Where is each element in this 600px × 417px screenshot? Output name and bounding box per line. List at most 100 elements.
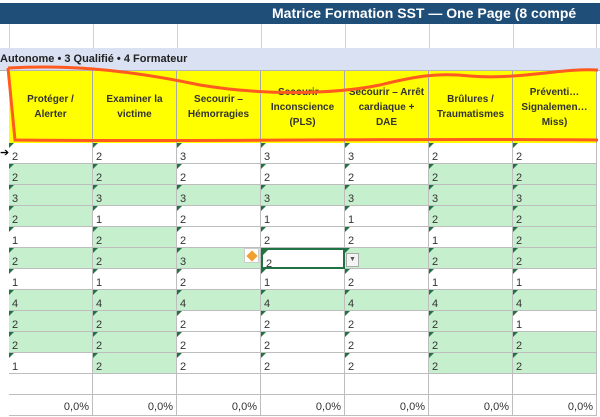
level-cell[interactable]: 2 <box>429 332 513 353</box>
level-cell[interactable]: 4 <box>261 290 345 311</box>
level-cell[interactable]: 2 <box>9 164 93 185</box>
column-header[interactable]: Préventi… Signalemen… Miss) <box>513 71 597 143</box>
level-cell[interactable]: 2 <box>93 311 177 332</box>
column-header[interactable]: Secourir – Hémorragies <box>177 71 261 143</box>
total-percent-cell[interactable]: 0,0% <box>261 395 345 416</box>
level-cell[interactable]: 4 <box>177 290 261 311</box>
level-cell[interactable]: 2 <box>93 248 177 269</box>
blank-cell[interactable] <box>261 374 345 395</box>
level-cell[interactable]: 2 <box>177 206 261 227</box>
level-cell[interactable]: 1 <box>513 269 597 290</box>
level-cell[interactable]: 1 <box>93 269 177 290</box>
level-cell[interactable]: 1 <box>9 353 93 374</box>
level-cell[interactable]: 2 <box>177 332 261 353</box>
level-cell[interactable]: 2 <box>513 332 597 353</box>
level-cell[interactable]: 2 <box>93 227 177 248</box>
column-header[interactable]: Secourir – Inconscience (PLS) <box>261 71 345 143</box>
total-percent-cell[interactable]: 0,0% <box>429 395 513 416</box>
level-cell[interactable]: 2 <box>177 269 261 290</box>
level-cell[interactable]: 2 <box>429 248 513 269</box>
level-cell[interactable]: 2 <box>345 353 429 374</box>
level-cell[interactable]: 2 <box>261 311 345 332</box>
level-cell[interactable]: 1 <box>261 269 345 290</box>
level-cell[interactable]: 2 <box>93 164 177 185</box>
level-cell[interactable]: 2 <box>93 143 177 164</box>
level-cell[interactable]: 1 <box>93 206 177 227</box>
total-percent-cell[interactable]: 0,0% <box>345 395 429 416</box>
column-header[interactable]: Secourir – Arrêt cardiaque + DAE <box>345 71 429 143</box>
level-cell[interactable]: 3 <box>429 185 513 206</box>
level-cell[interactable]: 2 <box>93 332 177 353</box>
level-cell[interactable]: 3 <box>261 185 345 206</box>
total-percent-cell[interactable]: 0,0% <box>513 395 597 416</box>
blank-cell[interactable] <box>177 374 261 395</box>
level-cell[interactable]: 2 <box>261 164 345 185</box>
level-cell[interactable]: 1 <box>261 206 345 227</box>
level-cell[interactable]: 3 <box>93 185 177 206</box>
level-cell[interactable]: 2 <box>9 311 93 332</box>
level-cell[interactable]: 2 <box>513 227 597 248</box>
level-cell[interactable]: 4 <box>513 290 597 311</box>
level-cell[interactable]: 1 <box>345 206 429 227</box>
level-cell[interactable]: 2 <box>9 206 93 227</box>
total-percent-cell[interactable]: 0,0% <box>93 395 177 416</box>
level-cell[interactable]: 1 <box>9 269 93 290</box>
level-cell[interactable]: 3 <box>345 143 429 164</box>
level-cell[interactable]: 2 <box>177 164 261 185</box>
column-header[interactable]: Examiner la victime <box>93 71 177 143</box>
level-cell[interactable]: 4 <box>9 290 93 311</box>
level-cell[interactable]: 2 <box>345 311 429 332</box>
level-cell[interactable]: 2 <box>345 332 429 353</box>
level-cell[interactable]: 2 <box>9 332 93 353</box>
level-cell[interactable]: 2 <box>429 353 513 374</box>
blank-cell[interactable] <box>429 374 513 395</box>
level-cell[interactable]: 3 <box>177 143 261 164</box>
level-cell[interactable]: 2 <box>513 353 597 374</box>
level-cell[interactable]: 4 <box>345 290 429 311</box>
level-cell[interactable]: 2 <box>513 206 597 227</box>
level-cell[interactable]: 2 <box>177 227 261 248</box>
error-warning-icon[interactable] <box>244 248 259 263</box>
level-cell[interactable]: 2 <box>261 332 345 353</box>
level-cell[interactable]: 3 <box>9 185 93 206</box>
total-percent-cell[interactable]: 0,0% <box>177 395 261 416</box>
level-cell[interactable]: 2 <box>513 248 597 269</box>
level-cell[interactable]: 3 <box>513 185 597 206</box>
level-cell[interactable]: 2 <box>513 143 597 164</box>
level-cell[interactable]: 2 <box>429 164 513 185</box>
level-cell[interactable]: 2 <box>177 353 261 374</box>
level-cell[interactable]: 2 <box>345 227 429 248</box>
blank-cell[interactable] <box>345 374 429 395</box>
level-cell[interactable]: 3 <box>177 248 261 269</box>
level-cell[interactable]: 1 <box>429 269 513 290</box>
level-cell[interactable]: 2 <box>261 248 345 270</box>
level-cell[interactable]: 2 <box>429 143 513 164</box>
level-cell[interactable]: 2 <box>9 143 93 164</box>
level-cell[interactable]: 2 <box>9 248 93 269</box>
level-cell[interactable]: 1 <box>429 227 513 248</box>
dropdown-button[interactable]: ▼ <box>346 253 359 267</box>
level-cell[interactable]: 3 <box>345 185 429 206</box>
level-cell[interactable]: 1 <box>513 311 597 332</box>
level-cell[interactable]: 2 <box>261 227 345 248</box>
column-header[interactable]: Protéger / Alerter <box>9 71 93 143</box>
level-cell[interactable]: 2 <box>345 164 429 185</box>
total-percent-cell[interactable]: 0,0% <box>9 395 93 416</box>
level-cell[interactable]: 2 <box>177 311 261 332</box>
column-header[interactable]: Brûlures / Traumatismes <box>429 71 513 143</box>
blank-cell[interactable] <box>93 374 177 395</box>
level-cell[interactable]: 2 <box>345 269 429 290</box>
level-cell[interactable]: 2 <box>429 311 513 332</box>
level-cell[interactable]: 2 <box>261 353 345 374</box>
level-cell[interactable]: 4 <box>429 290 513 311</box>
level-cell[interactable]: 3 <box>177 185 261 206</box>
level-cell[interactable]: 2 <box>513 164 597 185</box>
blank-cell[interactable] <box>513 374 597 395</box>
level-cell[interactable] <box>345 248 429 269</box>
level-cell[interactable]: 4 <box>93 290 177 311</box>
level-cell[interactable]: 1 <box>9 227 93 248</box>
level-cell[interactable]: 2 <box>429 206 513 227</box>
blank-cell[interactable] <box>9 374 93 395</box>
level-cell[interactable]: 3 <box>261 143 345 164</box>
level-cell[interactable]: 2 <box>93 353 177 374</box>
